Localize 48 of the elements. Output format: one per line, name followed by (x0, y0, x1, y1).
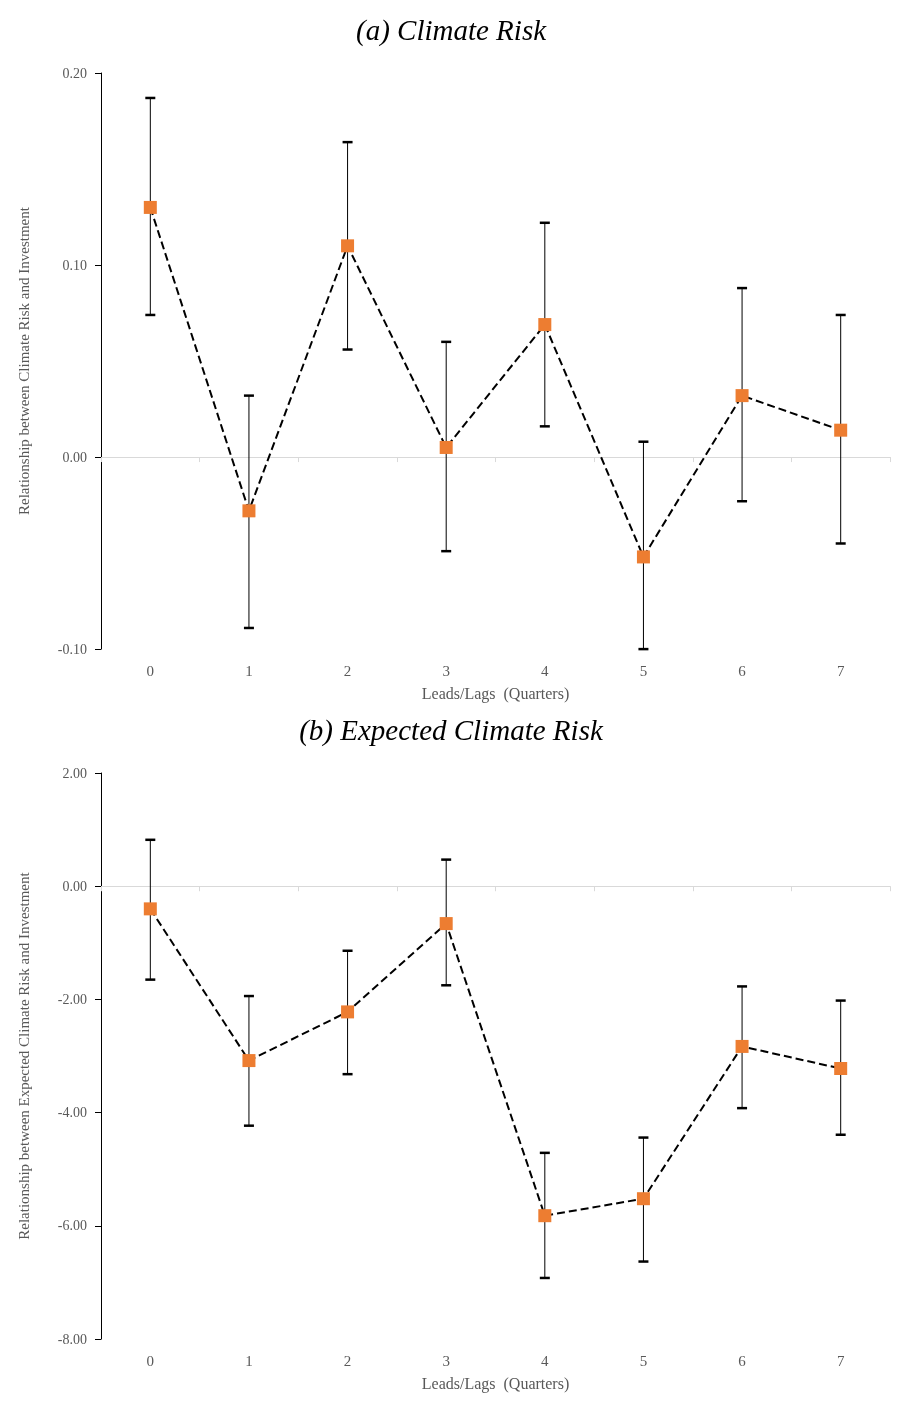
y-axis-title: Relationship between Climate Risk and Investment (15, 206, 32, 515)
x-tick-label: 0 (146, 1352, 155, 1369)
point (439, 440, 453, 454)
x-tick-label: 3 (442, 1352, 450, 1369)
x-tick-label: 7 (836, 662, 845, 679)
y-tick-label: -8.00 (57, 1331, 87, 1347)
x-tick-label: 2 (343, 662, 352, 679)
x-tick-label: 1 (245, 662, 253, 679)
y-tick-label: 0.20 (62, 65, 87, 81)
x-axis-title: Leads/Lags (Quarters) (421, 1374, 570, 1393)
point (735, 1039, 749, 1053)
y-tick-label: -2.00 (57, 991, 87, 1007)
point (538, 1209, 552, 1223)
point (735, 389, 749, 403)
point (341, 1005, 355, 1019)
x-tick-label: 4 (541, 1352, 550, 1369)
x-tick-label: 3 (442, 662, 450, 679)
x-tick-label: 5 (639, 662, 648, 679)
x-tick-label: 6 (738, 1352, 747, 1369)
point (538, 318, 552, 332)
y-tick-label: 0.10 (62, 257, 87, 273)
y-tick-label: 0.00 (62, 878, 87, 894)
chart-title: (a) Climate Risk (355, 13, 548, 47)
x-tick-label: 6 (738, 662, 747, 679)
y-tick-label: -0.10 (57, 641, 87, 657)
point (341, 239, 355, 253)
x-tick-label: 4 (541, 662, 550, 679)
point (143, 200, 157, 214)
x-tick-label: 1 (245, 1352, 253, 1369)
x-axis-title: Leads/Lags (Quarters) (421, 684, 570, 703)
point (636, 1192, 650, 1206)
point (834, 423, 848, 437)
x-tick-label: 7 (836, 1352, 845, 1369)
point (636, 550, 650, 564)
point (143, 902, 157, 916)
x-tick-label: 0 (146, 662, 155, 679)
point (242, 1054, 256, 1068)
y-tick-label: 0.00 (62, 449, 87, 465)
y-tick-label: 2.00 (62, 765, 87, 781)
x-tick-label: 5 (639, 1352, 648, 1369)
point (834, 1062, 848, 1075)
chart-title: (b) Expected Climate Risk (299, 713, 604, 747)
point (242, 504, 256, 518)
x-tick-label: 2 (343, 1352, 352, 1369)
y-tick-label: -4.00 (57, 1105, 87, 1121)
y-tick-label: -6.00 (57, 1218, 87, 1234)
point (439, 917, 453, 931)
y-axis-title: Relationship between Expected Climate Risk and Investment (15, 871, 32, 1240)
